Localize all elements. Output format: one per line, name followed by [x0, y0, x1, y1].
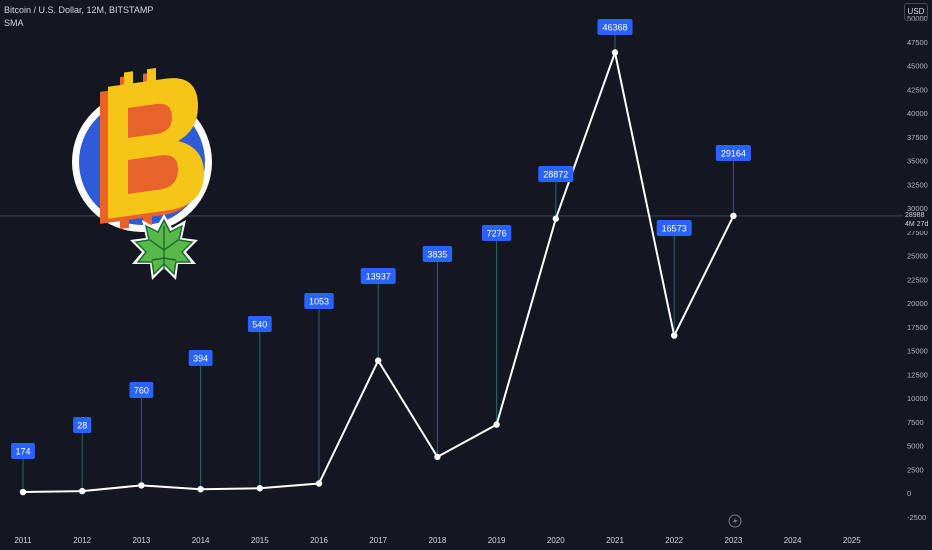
- y-tick-label: 17500: [907, 323, 928, 332]
- data-label-box: [304, 293, 334, 309]
- y-tick-label: 25000: [907, 252, 928, 261]
- data-point: [315, 480, 323, 487]
- data-label: 28: [77, 421, 87, 431]
- y-tick-label: 22500: [907, 275, 928, 284]
- data-label: 394: [193, 354, 208, 364]
- data-label: 3835: [427, 250, 447, 260]
- data-point: [552, 215, 559, 222]
- x-tick-label: 2013: [133, 536, 151, 545]
- data-label-box: [538, 166, 574, 182]
- y-tick-label: -2500: [907, 513, 926, 522]
- y-tick-label: 42500: [907, 85, 928, 94]
- price-tag-value: 28988: [905, 211, 925, 219]
- data-point: [138, 482, 145, 489]
- x-tick-label: 2018: [429, 536, 447, 545]
- data-label-box: [656, 220, 692, 236]
- y-tick-label: 2500: [907, 465, 924, 474]
- x-tick-label: 2023: [725, 536, 743, 545]
- data-point: [493, 421, 500, 428]
- data-label-box: [715, 145, 751, 161]
- y-tick-label: 50000: [907, 14, 928, 23]
- data-label: 760: [134, 386, 149, 396]
- x-tick-label: 2017: [369, 536, 387, 545]
- x-tick-label: 2011: [14, 536, 32, 545]
- data-labels: 174 28 760 394 540 1053 13937 3835 7276 28872 4636…: [11, 19, 751, 459]
- x-axis: 2011 2012 2013 2014 2015 2016 2017 2018 2019 2020…: [14, 536, 861, 545]
- x-tick-label: 2019: [488, 536, 506, 545]
- data-label: 13937: [366, 272, 391, 282]
- data-label: 29164: [721, 149, 746, 159]
- x-tick-label: 2020: [547, 536, 565, 545]
- y-tick-label: 32500: [907, 180, 928, 189]
- data-label-box: [129, 382, 154, 398]
- x-tick-label: 2021: [606, 536, 624, 545]
- x-tick-label: 2016: [310, 536, 328, 545]
- y-tick-label: 5000: [907, 442, 924, 451]
- y-tick-label: 20000: [907, 299, 928, 308]
- price-tag-countdown: 4M 27d: [905, 220, 929, 228]
- data-point: [730, 212, 737, 220]
- label-stems: [22, 35, 734, 493]
- y-tick-label: 0: [907, 489, 911, 498]
- data-label-box: [481, 225, 512, 241]
- y-tick-label: 7500: [907, 418, 924, 427]
- data-label: 540: [252, 320, 267, 330]
- y-tick-label: 15000: [907, 347, 928, 356]
- y-tick-label: 27500: [907, 228, 928, 237]
- data-label: 28872: [543, 170, 568, 180]
- y-tick-label: 47500: [907, 38, 928, 47]
- y-tick-label: 45000: [907, 62, 928, 71]
- x-tick-label: 2014: [192, 536, 210, 545]
- data-label-box: [422, 246, 453, 262]
- data-label: 7276: [487, 229, 507, 239]
- data-label: 174: [15, 447, 30, 457]
- data-label-box: [360, 268, 396, 284]
- y-tick-label: 12500: [907, 370, 928, 379]
- data-point: [375, 357, 382, 364]
- data-label-box: [11, 443, 35, 459]
- price-series: [19, 49, 737, 496]
- bitcoin-logo-icon: [72, 68, 212, 280]
- price-tag: 28988 4M 27d: [903, 210, 932, 231]
- y-tick-label: 37500: [907, 133, 928, 142]
- y-tick-label: 30000: [907, 204, 928, 213]
- y-tick-label: 35000: [907, 157, 928, 166]
- y-tick-label: 40000: [907, 109, 928, 118]
- x-tick-label: 2025: [843, 536, 861, 545]
- x-tick-label: 2024: [784, 536, 802, 545]
- data-label-box: [188, 350, 213, 366]
- data-label-box: [247, 316, 272, 332]
- data-label: 46368: [602, 23, 627, 33]
- data-label: 1053: [309, 297, 329, 307]
- x-tick-label: 2015: [251, 536, 269, 545]
- lightning-icon[interactable]: [728, 514, 742, 528]
- data-point: [671, 332, 678, 339]
- x-tick-label: 2012: [73, 536, 91, 545]
- data-point: [256, 485, 263, 492]
- data-label-box: [73, 417, 92, 433]
- data-point: [611, 49, 619, 56]
- symbol-title: Bitcoin / U.S. Dollar, 12M, BITSTAMP: [4, 5, 154, 15]
- data-point: [19, 488, 27, 496]
- indicator-label[interactable]: SMA: [4, 18, 24, 28]
- data-point: [197, 486, 204, 493]
- data-point: [434, 453, 441, 461]
- data-label: 16573: [662, 224, 687, 234]
- data-point: [79, 487, 86, 495]
- data-label-box: [597, 19, 633, 35]
- y-axis: 5000047500450004250040000375003500032500…: [907, 14, 928, 522]
- x-tick-label: 2022: [665, 536, 683, 545]
- currency-button[interactable]: USD: [904, 3, 928, 21]
- y-tick-label: 10000: [907, 394, 928, 403]
